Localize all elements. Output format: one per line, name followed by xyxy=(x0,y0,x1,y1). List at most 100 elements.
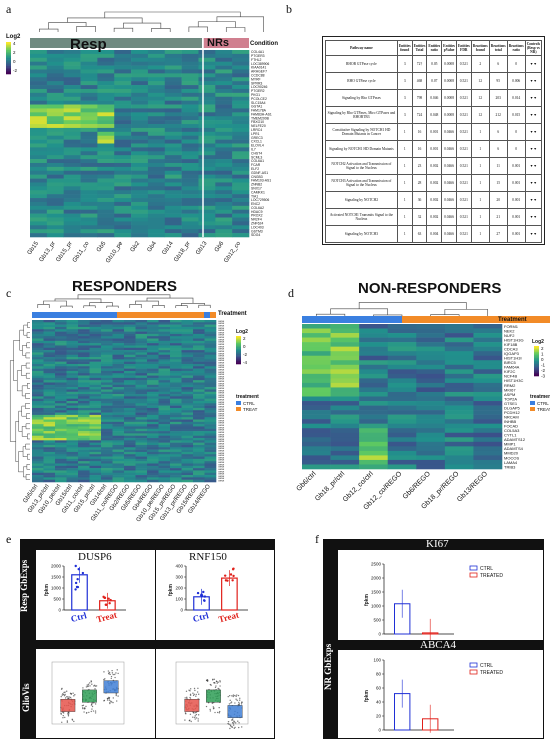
heatmap-cell xyxy=(135,442,148,446)
table-cell: 0.05 xyxy=(426,55,443,73)
heatmap-cell xyxy=(114,194,132,199)
heatmap-cell xyxy=(473,459,503,465)
heatmap-cell xyxy=(193,350,205,353)
heatmap-cell xyxy=(147,131,166,137)
heatmap-cell xyxy=(97,120,115,125)
heatmap-cell xyxy=(164,61,182,66)
scatter-point xyxy=(62,714,64,717)
heatmap-cell xyxy=(63,174,81,179)
heatmap-cell xyxy=(124,338,136,342)
heatmap-cell xyxy=(215,104,233,109)
heatmap-cell xyxy=(89,477,102,480)
scatter-point xyxy=(73,720,75,723)
heatmap-cell xyxy=(181,143,199,148)
heatmap-cell xyxy=(89,354,102,358)
heatmap-cell xyxy=(181,357,194,360)
heatmap-cell xyxy=(232,162,250,168)
table-cell: 28 xyxy=(411,174,428,192)
heatmap-cell xyxy=(43,472,56,476)
scatter-point xyxy=(62,717,64,719)
heatmap-cell xyxy=(204,401,217,404)
heatmap-cell xyxy=(215,81,233,86)
heatmap-cell xyxy=(359,455,389,461)
heatmap-cell xyxy=(135,412,148,416)
heatmap-cell xyxy=(114,108,132,113)
gene-label: COL6A1 xyxy=(251,159,264,163)
heatmap-cell xyxy=(164,120,182,125)
scatter-point xyxy=(193,693,195,696)
heatmap-cell xyxy=(32,447,44,450)
heatmap-cell xyxy=(181,131,199,137)
gene-label-c: GENE xyxy=(218,390,225,392)
heatmap-cell xyxy=(112,438,125,441)
heatmap-cell xyxy=(101,454,113,457)
y-tick-label: 1000 xyxy=(51,586,62,591)
heatmap-cell xyxy=(330,351,360,357)
heatmap-cell xyxy=(147,354,159,358)
scatter-point xyxy=(219,680,221,682)
heatmap-cell xyxy=(43,370,56,374)
heatmap-cell xyxy=(78,331,90,335)
heatmap-cell xyxy=(232,139,250,144)
heatmap-cell xyxy=(124,475,136,478)
gene-label-d: NRCAM xyxy=(504,414,519,419)
table-cell: 0.521 xyxy=(455,208,472,226)
heatmap-cell xyxy=(112,363,125,367)
dendrogram-branch xyxy=(26,342,30,349)
heatmap-cell xyxy=(473,382,503,388)
rnf150-ylabel: fpkm xyxy=(168,583,174,596)
heatmap-cell xyxy=(46,88,64,94)
heatmap-cell xyxy=(135,396,148,399)
heatmap-cell xyxy=(193,387,205,390)
heatmap-cell xyxy=(232,194,250,199)
heatmap-cell xyxy=(193,329,205,332)
heatmap-cell xyxy=(43,405,56,409)
heatmap-cell xyxy=(193,331,205,335)
heatmap-cell xyxy=(32,433,44,437)
heatmap-cell xyxy=(193,345,205,349)
heatmap-cell xyxy=(80,217,98,222)
treatment-ctrl-bar-c xyxy=(32,312,117,318)
legend-treat-swatch-c xyxy=(236,407,241,411)
heatmap-cell xyxy=(158,403,171,406)
colorbar-step xyxy=(6,54,11,57)
heatmap-cell xyxy=(147,345,159,349)
heatmap-cell xyxy=(124,458,136,462)
table-header-cell: Entities ratio xyxy=(426,40,443,56)
heatmap-cell xyxy=(181,449,194,453)
heatmap-cell xyxy=(32,370,44,374)
heatmap-cell xyxy=(359,355,389,361)
heatmap-cell xyxy=(43,320,56,323)
heatmap-cell xyxy=(78,394,90,397)
heatmap-cell xyxy=(80,81,98,86)
scatter-point xyxy=(110,677,112,680)
gene-label-d: LAMA4 xyxy=(504,460,518,465)
heatmap-cell xyxy=(147,433,159,437)
heatmap-cell xyxy=(55,368,67,372)
y-tick-label: 1500 xyxy=(51,575,62,580)
heatmap-cell xyxy=(158,463,171,467)
heatmap-cell xyxy=(63,77,81,82)
heatmap-cell xyxy=(158,338,171,342)
treatment-treat-bar-c xyxy=(117,312,204,318)
heatmap-cell xyxy=(215,186,233,191)
heatmap-cell xyxy=(147,373,159,376)
legend-c-tick: 2 xyxy=(243,336,246,341)
y-tick-label: 300 xyxy=(175,575,183,580)
gene-label-d: NEK2 xyxy=(504,328,515,333)
heatmap-cell xyxy=(164,100,182,105)
legend-treated-label-f: TREATED xyxy=(480,573,503,579)
heatmap-cell xyxy=(193,389,205,393)
heatmap-cell xyxy=(46,159,64,164)
scatter-point xyxy=(104,678,106,680)
heatmap-cell xyxy=(204,447,217,450)
heatmap-cell xyxy=(32,456,44,460)
heatmap-cell xyxy=(32,451,44,455)
heatmap-cell xyxy=(101,407,113,411)
heatmap-cell xyxy=(63,131,81,137)
scatter-point xyxy=(184,697,186,699)
heatmap-cell xyxy=(158,377,171,381)
y-tick-label: 40 xyxy=(376,700,382,705)
heatmap-cell xyxy=(124,357,136,360)
gene-label-d: FORM1 xyxy=(504,324,519,329)
